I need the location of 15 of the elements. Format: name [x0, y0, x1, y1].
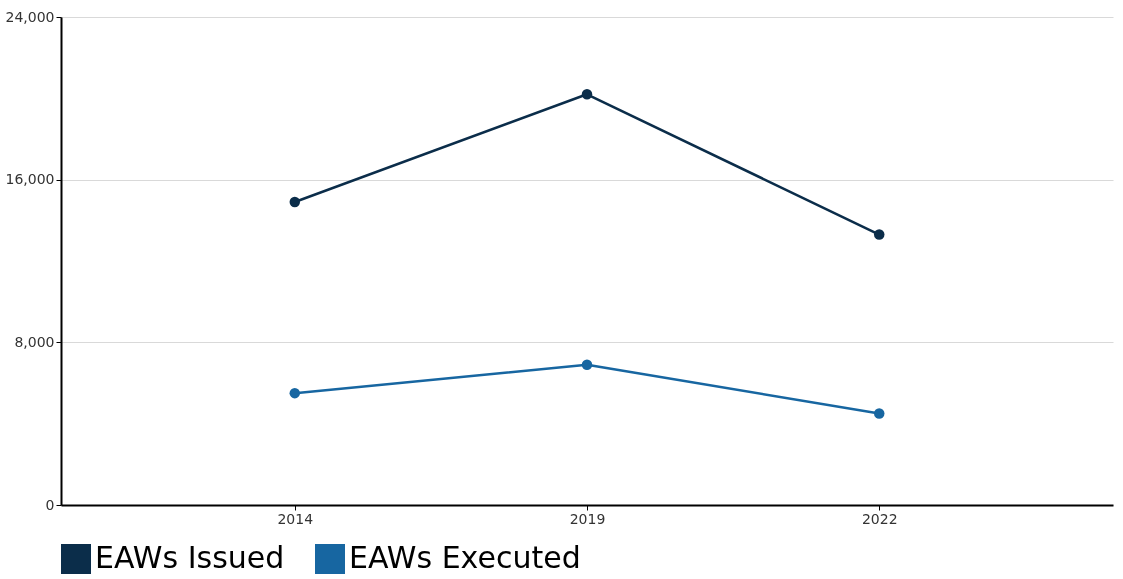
y-tick-label: 16,000 [5, 171, 55, 188]
point [581, 359, 593, 370]
x-tick-label: 2014 [277, 510, 314, 527]
point [581, 89, 593, 100]
x-tick-label: 2019 [569, 510, 606, 527]
y-tick-label: 0 [45, 496, 55, 513]
point [289, 387, 301, 399]
point [873, 408, 885, 419]
point [289, 196, 301, 208]
legend-label: EAWs Executed [349, 540, 581, 575]
y-tick-label: 24,000 [5, 8, 55, 25]
point [873, 229, 885, 240]
x-tick-label: 2022 [861, 510, 898, 527]
legend-label: EAWs Issued [95, 540, 285, 575]
y-tick-label: 8,000 [14, 333, 55, 350]
